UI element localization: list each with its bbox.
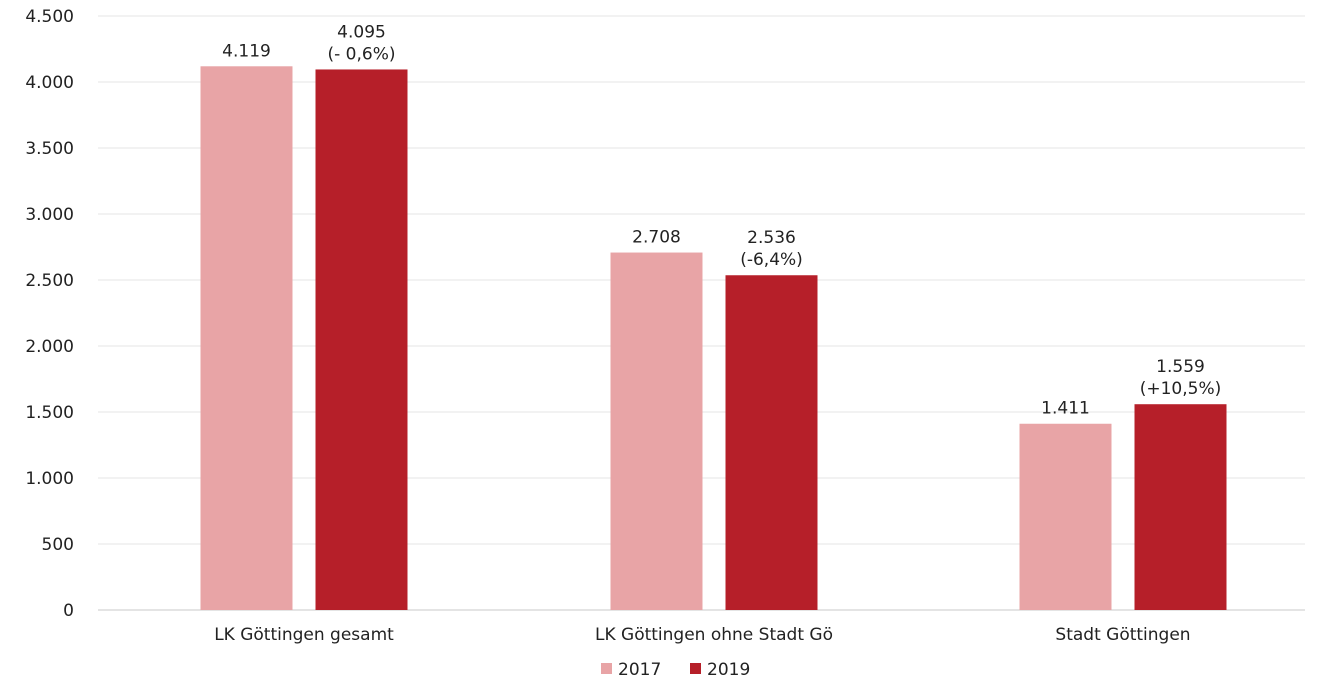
data-label: 1.411 <box>1041 399 1090 419</box>
legend-label: 2017 <box>618 660 661 678</box>
category-label: LK Göttingen ohne Stadt Gö <box>595 625 833 645</box>
data-label: (-6,4%) <box>740 250 803 270</box>
y-tick-label: 4.000 <box>25 73 74 93</box>
bar-2019-2 <box>1134 404 1227 610</box>
y-tick-label: 3.000 <box>25 205 74 225</box>
y-tick-label: 3.500 <box>25 139 74 159</box>
data-label: (- 0,6%) <box>328 44 396 64</box>
bar-2017-2 <box>1019 423 1112 610</box>
data-label: 1.559 <box>1156 357 1205 377</box>
y-tick-label: 1.500 <box>25 403 74 423</box>
y-tick-label: 4.500 <box>25 7 74 27</box>
bars: 4.119 4.095(- 0,6%) 2.708 2.536(-6,4%) 1.411… <box>200 22 1227 611</box>
category-label: Stadt Göttingen <box>1055 625 1190 645</box>
y-tick-label: 0 <box>63 601 74 621</box>
data-label: 4.119 <box>222 41 271 61</box>
data-label: (+10,5%) <box>1140 379 1222 399</box>
legend-swatch-2019 <box>690 663 701 674</box>
y-axis: 0 500 1.000 1.500 2.000 2.500 3.000 3.500 4.000 4… <box>25 7 74 621</box>
data-label: 2.536 <box>747 228 796 248</box>
y-tick-label: 500 <box>42 535 74 555</box>
y-tick-label: 1.000 <box>25 469 74 489</box>
legend-swatch-2017 <box>601 663 612 674</box>
category-label: LK Göttingen gesamt <box>214 625 394 645</box>
bar-2017-1 <box>610 252 703 610</box>
y-tick-label: 2.000 <box>25 337 74 357</box>
y-tick-label: 2.500 <box>25 271 74 291</box>
legend-label: 2019 <box>707 660 750 678</box>
data-label: 4.095 <box>337 22 386 42</box>
bar-2019-1 <box>725 275 818 610</box>
data-label: 2.708 <box>632 228 681 248</box>
x-axis: LK Göttingen gesamt LK Göttingen ohne Sta… <box>214 625 1190 645</box>
bar-2017-0 <box>200 66 293 611</box>
bar-2019-0 <box>315 69 408 610</box>
legend: 2017 2019 <box>601 660 750 678</box>
